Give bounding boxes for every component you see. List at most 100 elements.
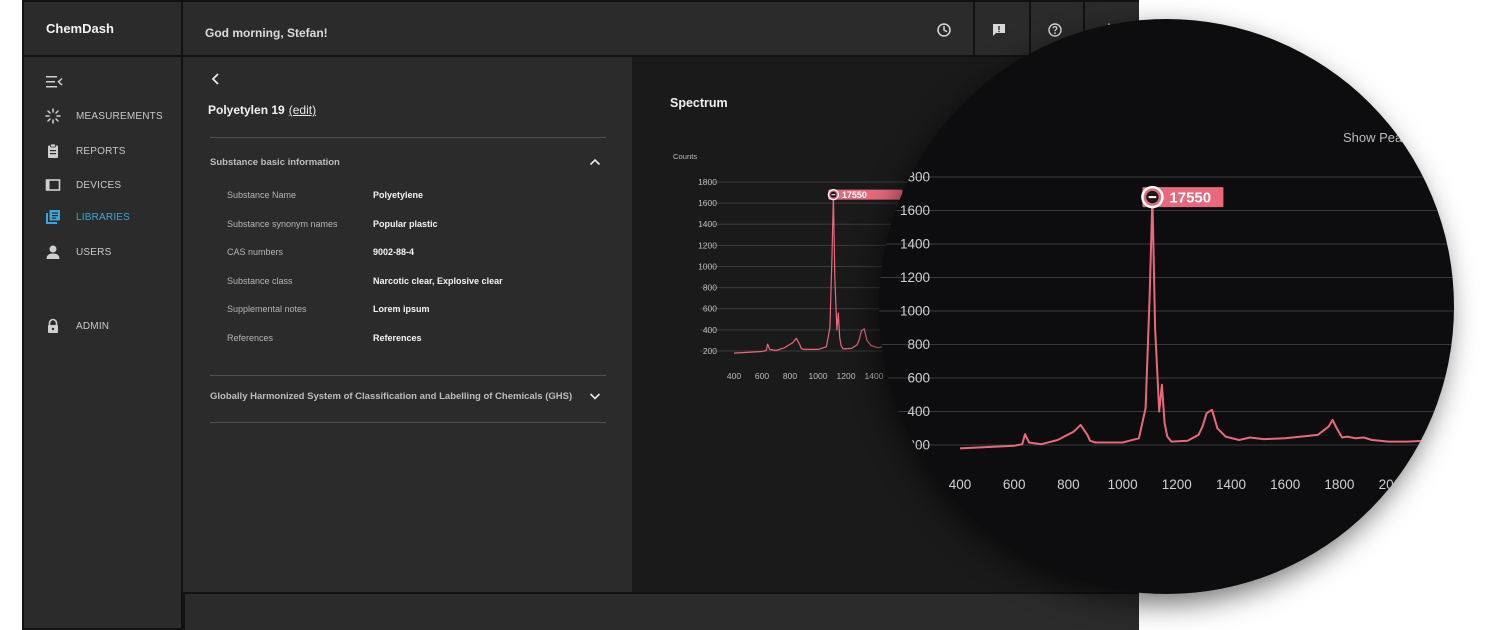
- sidebar-item-label: LIBRARIES: [76, 211, 131, 223]
- sidebar-item-label: REPORTS: [76, 145, 126, 157]
- y-tick-label: 600: [703, 304, 717, 314]
- info-value: Popular plastic: [373, 219, 438, 229]
- info-label: Substance Name: [227, 190, 297, 200]
- library-icon: [44, 208, 62, 226]
- info-value: Polyetylene: [373, 190, 424, 200]
- spectrum-line: [959, 196, 1454, 450]
- substance-detail-panel: Polyetylen 19 (edit) Substance basic info…: [183, 57, 632, 592]
- y-tick-label: 400: [907, 404, 930, 419]
- footer-bar: [183, 592, 1139, 630]
- section-header-basic-info[interactable]: Substance basic information: [210, 157, 606, 171]
- sidebar-item-users[interactable]: USERS: [44, 242, 111, 262]
- history-button[interactable]: [919, 2, 969, 57]
- divider: [210, 375, 606, 376]
- info-value: Lorem ipsum: [373, 304, 430, 314]
- y-tick-label: 400: [703, 325, 717, 335]
- peak-value-label: 17550: [842, 190, 867, 200]
- info-label: References: [227, 333, 274, 343]
- info-label: Substance class: [227, 276, 293, 286]
- page-title: Polyetylen 19 (edit): [208, 103, 316, 117]
- section-title: Substance basic information: [210, 157, 340, 168]
- x-tick-label: 1200: [1162, 477, 1192, 492]
- y-tick-label: 200: [907, 438, 930, 453]
- sidebar-item-label: DEVICES: [76, 179, 122, 191]
- y-tick-label: 1000: [900, 304, 930, 319]
- device-icon: [44, 176, 62, 194]
- info-label: Supplemental notes: [227, 304, 307, 314]
- x-tick-label: 1000: [809, 371, 828, 381]
- y-tick-label: 800: [703, 283, 717, 293]
- minus-icon: [1148, 196, 1157, 199]
- spectrum-chart-zoomed: 200 400 600 800 1000 1200 1400 1600 1800 400 600 80…: [879, 170, 1454, 492]
- peak-label-background: [828, 189, 903, 200]
- clipboard-icon: [44, 142, 62, 160]
- greeting-text: God morning, Stefan!: [205, 26, 328, 40]
- edit-link[interactable]: (edit): [288, 103, 317, 117]
- y-axis-label: Counts: [673, 152, 697, 161]
- info-label: Substance synonym names: [227, 219, 338, 229]
- feedback-icon: [993, 23, 1005, 36]
- divider: [210, 422, 606, 423]
- section-header-ghs[interactable]: Globally Harmonized System of Classifica…: [210, 391, 606, 405]
- y-tick-label: 200: [703, 346, 717, 356]
- sidebar-item-label: MEASUREMENTS: [76, 110, 163, 122]
- y-tick-label: 1400: [698, 219, 717, 229]
- y-tick-label: 1800: [698, 177, 717, 187]
- peak-value-label: 17550: [1169, 190, 1211, 207]
- menu-collapse-button[interactable]: [46, 75, 64, 89]
- y-tick-label: 1600: [698, 198, 717, 208]
- y-tick-label: 1400: [900, 237, 930, 252]
- x-tick-label: 400: [949, 477, 972, 492]
- user-icon: [44, 243, 62, 261]
- back-button[interactable]: [209, 71, 223, 87]
- x-tick-label: 800: [1057, 477, 1080, 492]
- sidebar-item-label: ADMIN: [76, 320, 110, 332]
- y-tick-label: 1600: [900, 203, 930, 218]
- x-tick-label: 1600: [1270, 477, 1300, 492]
- brand-logo[interactable]: ChemDash: [22, 0, 183, 57]
- info-value: Narcotic clear, Explosive clear: [373, 276, 503, 286]
- sidebar-item-libraries[interactable]: LIBRARIES: [44, 207, 130, 227]
- x-tick-label: 600: [1003, 477, 1026, 492]
- chart-magnifier: 200 400 600 800 1000 1200 1400 1600 1800 400 600 80…: [879, 19, 1454, 594]
- help-icon: [1048, 22, 1062, 37]
- x-tick-label: 400: [727, 371, 741, 381]
- x-tick-label: 800: [783, 371, 797, 381]
- show-peaks-toggle[interactable]: Show Peaks: [1343, 130, 1416, 145]
- x-tick-label: 1400: [865, 371, 884, 381]
- y-tick-label: 1000: [698, 261, 717, 271]
- x-tick-label: 1400: [1216, 477, 1246, 492]
- chevron-down-icon[interactable]: [588, 389, 602, 403]
- substance-name-title: Polyetylen 19: [208, 103, 285, 117]
- app-window: ChemDash God morning, Stefan!: [22, 0, 1139, 630]
- y-tick-label: 600: [907, 371, 930, 386]
- y-tick-label: 1200: [698, 240, 717, 250]
- x-tick-label: 1200: [837, 371, 856, 381]
- peak-label-background: [1142, 187, 1224, 208]
- top-bar: God morning, Stefan!: [183, 0, 1139, 57]
- sidebar-item-reports[interactable]: REPORTS: [44, 141, 126, 161]
- spectrum-title: Spectrum: [670, 96, 728, 110]
- y-tick-label: 1200: [900, 270, 930, 285]
- sidebar-item-devices[interactable]: DEVICES: [44, 175, 121, 195]
- section-title: Globally Harmonized System of Classifica…: [210, 391, 573, 402]
- feedback-button[interactable]: [973, 2, 1023, 57]
- x-tick-label: 1000: [1108, 477, 1138, 492]
- minus-icon: [831, 194, 836, 196]
- divider: [210, 137, 606, 138]
- y-tick-label: 800: [907, 337, 930, 352]
- lock-icon: [44, 317, 62, 335]
- info-value: References: [373, 333, 422, 343]
- menu-collapse-icon: [46, 76, 63, 88]
- sidebar-item-measurements[interactable]: MEASUREMENTS: [44, 106, 163, 126]
- info-value: 9002-88-4: [373, 247, 415, 257]
- help-button[interactable]: [1029, 2, 1079, 57]
- sidebar: MEASUREMENTS REPORTS DEVICES: [22, 57, 183, 630]
- measurements-icon: [44, 107, 62, 125]
- sidebar-item-admin[interactable]: ADMIN: [44, 316, 109, 336]
- x-tick-label: 1800: [1324, 477, 1354, 492]
- chevron-up-icon[interactable]: [588, 155, 602, 169]
- clock-icon: [937, 22, 951, 37]
- x-tick-label: 600: [755, 371, 769, 381]
- y-tick-label: 1800: [900, 170, 930, 185]
